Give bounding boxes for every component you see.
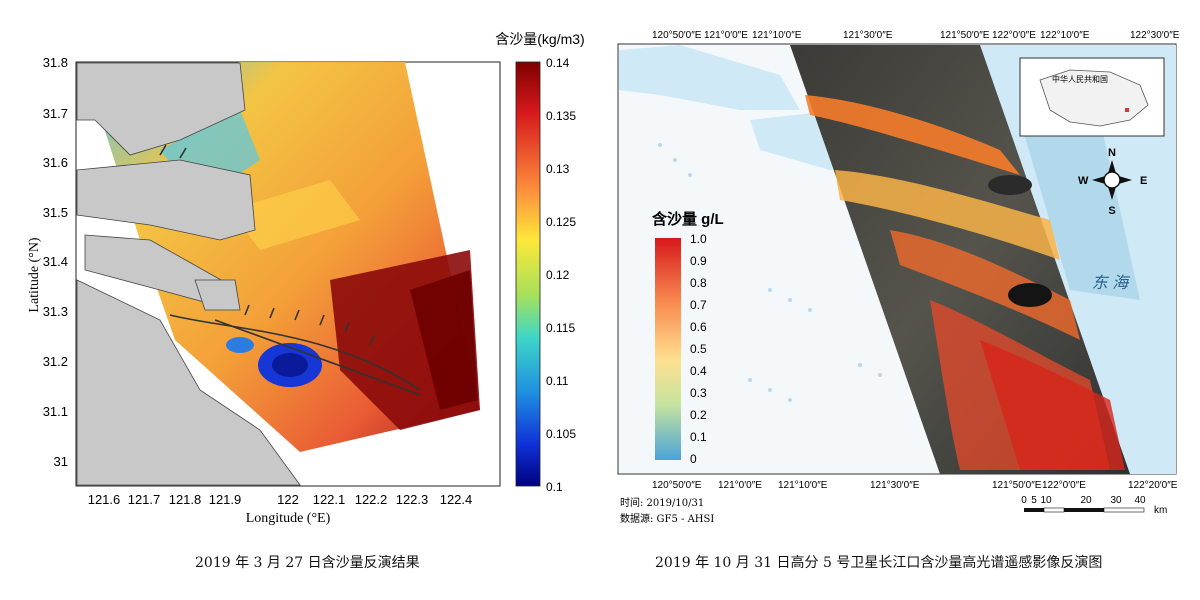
bottom-tick-label: 121°50′0″E xyxy=(992,480,1042,491)
legend-tick-label: 0.9 xyxy=(690,254,707,268)
y-tick-label: 31.2 xyxy=(43,354,68,369)
colorbar-tick-label: 0.105 xyxy=(546,427,576,441)
x-tick-label: 121.9 xyxy=(209,492,242,507)
scale-tick-label: 40 xyxy=(1134,495,1146,506)
x-tick-label: 122.3 xyxy=(396,492,429,507)
legend-tick-label: 0 xyxy=(690,452,697,466)
y-tick-label: 31.8 xyxy=(43,55,68,70)
bottom-tick-label: 120°50′0″E xyxy=(652,480,702,491)
bottom-axis-ticks: 120°50′0″E 121°0′0″E 121°10′0″E 121°30′0… xyxy=(652,480,1178,491)
x-tick-label: 121.6 xyxy=(88,492,121,507)
x-axis-ticks: 121.6 121.7 121.8 121.9 122 122.1 122.2 … xyxy=(88,492,473,507)
bottom-tick-label: 121°30′0″E xyxy=(870,480,920,491)
scale-tick-label: 30 xyxy=(1110,495,1122,506)
colorbar-tick-label: 0.11 xyxy=(546,374,569,388)
legend-tick-label: 0.5 xyxy=(690,342,707,356)
colorbar-tick-label: 0.14 xyxy=(546,56,570,70)
x-tick-label: 121.7 xyxy=(128,492,161,507)
bottom-tick-label: 122°0′0″E xyxy=(1042,480,1086,491)
x-tick-label: 121.8 xyxy=(169,492,202,507)
inset-map: 中华人民共和国 xyxy=(1019,57,1165,137)
top-tick-label: 121°0′0″E xyxy=(704,30,748,41)
compass-n: N xyxy=(1108,147,1116,159)
jetty-lines xyxy=(159,144,421,396)
x-tick-label: 122 xyxy=(277,492,299,507)
bottom-tick-label: 121°0′0″E xyxy=(718,480,762,491)
y-tick-label: 31.3 xyxy=(43,304,68,319)
legend-tick-label: 0.8 xyxy=(690,276,707,290)
x-axis-label: Longitude (°E) xyxy=(246,511,331,526)
legend-tick-label: 1.0 xyxy=(690,232,707,246)
bottom-tick-label: 122°20′0″E xyxy=(1128,480,1178,491)
legend-tick-label: 0.7 xyxy=(690,298,707,312)
land-masses xyxy=(76,62,301,486)
bottom-tick-label: 121°10′0″E xyxy=(778,480,828,491)
legend-tick-label: 0.2 xyxy=(690,408,707,422)
compass-e: E xyxy=(1140,175,1147,187)
colorbar-ticks: 0.14 0.135 0.13 0.125 0.12 0.115 0.11 0.… xyxy=(546,56,576,494)
colorbar-tick-label: 0.135 xyxy=(546,109,576,123)
left-map-panel: 31.8 31.7 31.6 31.5 31.4 31.3 31.2 31.1 … xyxy=(27,31,585,571)
compass-w: W xyxy=(1078,175,1089,187)
colorbar-tick-label: 0.115 xyxy=(546,321,575,335)
scale-tick-label: 10 xyxy=(1040,495,1052,506)
scale-tick-label: 0 xyxy=(1021,495,1027,506)
scale-tick-label: 20 xyxy=(1080,495,1092,506)
sediment-overlay xyxy=(805,95,1140,470)
right-map-panel: 120°50′0″E 121°0′0″E 121°10′0″E 121°30′0… xyxy=(600,0,1200,600)
x-tick-label: 122.2 xyxy=(355,492,388,507)
y-tick-label: 31.4 xyxy=(43,254,68,269)
legend-tick-label: 0.3 xyxy=(690,386,707,400)
base-map-dots xyxy=(658,143,882,402)
compass-rose: N S E W xyxy=(1078,147,1147,217)
top-tick-label: 122°0′0″E xyxy=(992,30,1036,41)
x-tick-label: 122.1 xyxy=(313,492,346,507)
y-axis-label: Latitude (°N) xyxy=(27,237,42,313)
scale-unit: km xyxy=(1154,505,1167,516)
colorbar-tick-label: 0.125 xyxy=(546,215,576,229)
legend-tick-label: 0.4 xyxy=(690,364,707,378)
left-caption: 2019 年 3 月 27 日含沙量反演结果 xyxy=(195,555,420,571)
y-tick-label: 31.6 xyxy=(43,155,68,170)
colorbar-title: 含沙量(kg/m3) xyxy=(495,31,584,47)
top-tick-label: 122°10′0″E xyxy=(1040,30,1090,41)
right-map-svg: 120°50′0″E 121°0′0″E 121°10′0″E 121°30′0… xyxy=(617,30,1180,525)
top-tick-label: 122°30′0″E xyxy=(1130,30,1180,41)
colorbar-tick-label: 0.12 xyxy=(546,268,570,282)
colorbar xyxy=(515,61,541,487)
y-axis-ticks: 31.8 31.7 31.6 31.5 31.4 31.3 31.2 31.1 … xyxy=(43,55,68,469)
top-tick-label: 121°50′0″E xyxy=(940,30,990,41)
top-tick-label: 121°30′0″E xyxy=(843,30,893,41)
inset-title: 中华人民共和国 xyxy=(1052,74,1108,84)
source-label: 数据源: GF5 - AHSI xyxy=(620,512,714,525)
top-axis-ticks: 120°50′0″E 121°0′0″E 121°10′0″E 121°30′0… xyxy=(652,30,1180,41)
top-tick-label: 120°50′0″E xyxy=(652,30,702,41)
compass-s: S xyxy=(1108,205,1115,217)
legend-tick-label: 0.1 xyxy=(690,430,707,444)
scale-tick-label: 5 xyxy=(1031,495,1037,506)
time-label: 时间: 2019/10/31 xyxy=(620,496,704,509)
right-caption: 2019 年 10 月 31 日高分 5 号卫星长江口含沙量高光谱遥感影像反演图 xyxy=(655,555,1103,571)
colorbar-tick-label: 0.1 xyxy=(546,480,563,494)
y-tick-label: 31.1 xyxy=(43,404,68,419)
x-tick-label: 122.4 xyxy=(440,492,473,507)
y-tick-label: 31.5 xyxy=(43,205,68,220)
y-tick-label: 31.7 xyxy=(43,106,68,121)
scale-bar: 0 5 10 20 30 40 km xyxy=(1021,495,1167,516)
y-tick-label: 31 xyxy=(54,454,68,469)
legend-tick-label: 0.6 xyxy=(690,320,707,334)
legend-ticks: 1.0 0.9 0.8 0.7 0.6 0.5 0.4 0.3 0.2 0.1 … xyxy=(690,232,707,466)
colorbar-tick-label: 0.13 xyxy=(546,162,570,176)
top-tick-label: 121°10′0″E xyxy=(752,30,802,41)
legend-title: 含沙量 g/L xyxy=(652,210,724,228)
left-map-svg: 31.8 31.7 31.6 31.5 31.4 31.3 31.2 31.1 … xyxy=(27,31,585,526)
legend-colorbar xyxy=(655,238,681,460)
sea-label: 东 海 xyxy=(1092,274,1130,292)
